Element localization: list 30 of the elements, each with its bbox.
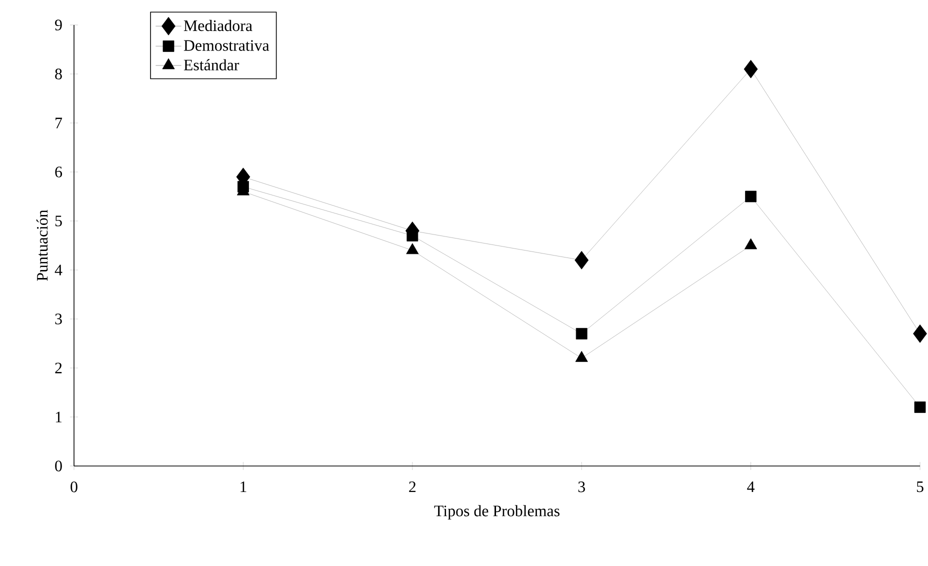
y-tick-label: 8 [55, 68, 62, 80]
point [406, 243, 419, 254]
x-tick-label: 3 [578, 482, 585, 492]
x-tick-label: 2 [409, 482, 416, 492]
y-tick-label: 9 [55, 20, 62, 30]
point [574, 250, 589, 270]
point [744, 238, 758, 250]
x-tick-label: 5 [916, 482, 924, 492]
point [575, 350, 588, 362]
y-tick-label: 6 [55, 166, 62, 178]
legend-label: Estándar [184, 59, 240, 70]
y-tick-label: 7 [56, 118, 62, 128]
y-axis-title: Puntuación [36, 210, 48, 281]
point [576, 328, 588, 340]
x-tick-label: 0 [70, 482, 78, 492]
y-tick-label: 4 [54, 264, 62, 276]
y-tick-label: 2 [55, 362, 62, 374]
y-tick-label: 0 [55, 460, 62, 472]
x-tick-label: 4 [747, 482, 755, 492]
y-tick-label: 1 [56, 412, 62, 422]
y-tick-label: 5 [55, 216, 62, 226]
y-tick-label: 3 [55, 314, 62, 324]
legend-label: Demostrativa [184, 40, 270, 51]
point [914, 401, 926, 413]
point [745, 190, 757, 202]
x-axis-title: Tipos de Problemas [434, 505, 560, 520]
legend-label: Mediadora [184, 20, 252, 32]
point [913, 324, 927, 343]
x-tick-label: 1 [240, 482, 246, 492]
point [744, 60, 758, 78]
